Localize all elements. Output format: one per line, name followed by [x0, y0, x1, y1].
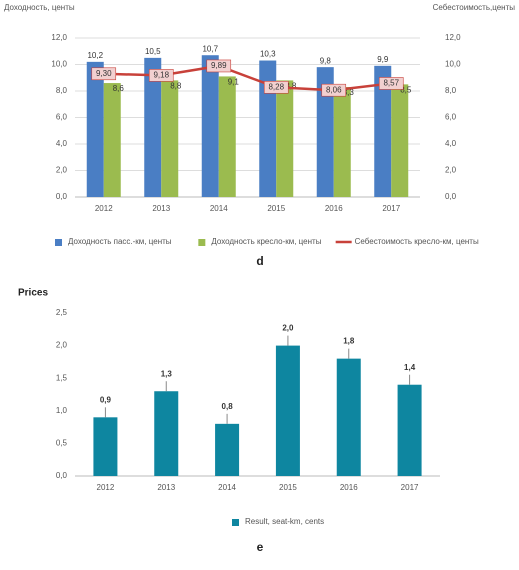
x-tick-label: 2016 [325, 204, 343, 213]
bar [201, 55, 219, 197]
x-tick-label: 2013 [157, 483, 175, 492]
bar [336, 358, 361, 476]
y-tick-label: 8,0 [56, 86, 68, 95]
bar [103, 83, 121, 197]
bar [161, 80, 179, 197]
value-label: 8,06 [326, 85, 342, 94]
bar [333, 87, 351, 197]
y2-tick-label: 8,0 [445, 86, 457, 95]
y2-tick-label: 12,0 [445, 33, 461, 42]
legend-label: Доходность пасс.-км, центы [68, 237, 172, 246]
value-label: 10,7 [202, 44, 218, 53]
value-label: 1,3 [161, 369, 173, 378]
y-axis-title: Доходность, центы [4, 3, 75, 12]
legend-swatch [198, 239, 206, 246]
bar [397, 384, 422, 476]
x-tick-label: 2012 [97, 483, 115, 492]
y-tick-label: 0,0 [56, 471, 68, 480]
label-box [378, 77, 404, 90]
legend-swatch [55, 239, 62, 246]
value-label: 9,89 [211, 61, 227, 70]
value-label: 10,5 [145, 47, 161, 56]
y2-tick-label: 2,0 [445, 166, 457, 175]
bar [275, 345, 300, 476]
bar [316, 67, 334, 198]
x-tick-label: 2013 [152, 204, 170, 213]
y-tick-label: 10,0 [51, 60, 67, 69]
value-label: 0,9 [100, 395, 112, 404]
label-box [263, 80, 289, 94]
x-tick-label: 2017 [382, 204, 400, 213]
value-label: 8,8 [285, 82, 297, 91]
value-label: 8,3 [343, 88, 355, 97]
caption: e [257, 540, 264, 554]
value-label: 1,4 [404, 363, 416, 372]
y-tick-label: 2,0 [56, 341, 68, 350]
value-label: 8,8 [170, 82, 182, 91]
bar [276, 80, 294, 197]
y2-tick-label: 0,0 [445, 192, 457, 201]
x-tick-label: 2017 [401, 483, 419, 492]
y2-axis-title: Себестоимость,центы [433, 3, 516, 12]
label-box [321, 83, 347, 97]
bar [391, 84, 409, 197]
value-label: 10,2 [87, 51, 103, 60]
legend-label: Доходность кресло-км, центы [211, 237, 321, 246]
x-tick-label: 2014 [218, 483, 236, 492]
value-label: 2,0 [282, 324, 294, 333]
label-box [148, 69, 174, 82]
bar [215, 423, 240, 476]
legend-label: Result, seat-km, cents [245, 517, 324, 526]
y-tick-label: 6,0 [56, 113, 68, 122]
x-tick-label: 2016 [340, 483, 358, 492]
y-tick-label: 1,0 [56, 406, 68, 415]
x-tick-label: 2014 [210, 204, 228, 213]
value-label: 9,1 [228, 78, 240, 87]
value-label: 10,3 [260, 50, 276, 59]
value-label: 9,8 [320, 56, 332, 65]
bar [154, 391, 179, 476]
bar [374, 65, 392, 197]
legend-label: Себестоимость кресло-км, центы [355, 237, 479, 246]
y-tick-label: 12,0 [51, 33, 67, 42]
y2-tick-label: 6,0 [445, 113, 457, 122]
y2-tick-label: 10,0 [445, 60, 461, 69]
y-tick-label: 4,0 [56, 139, 68, 148]
x-tick-label: 2015 [279, 483, 297, 492]
y-tick-label: 1,5 [56, 373, 68, 382]
bar [259, 60, 277, 198]
value-label: 8,5 [400, 85, 412, 94]
value-label: 8,28 [268, 82, 284, 91]
chart-title: Prices [18, 288, 48, 299]
y-tick-label: 2,5 [56, 308, 68, 317]
caption: d [256, 254, 263, 268]
bar [93, 417, 118, 476]
x-tick-label: 2012 [95, 204, 113, 213]
bar [218, 76, 236, 197]
legend-swatch [232, 519, 239, 526]
value-label: 8,57 [383, 79, 399, 88]
y2-tick-label: 4,0 [445, 139, 457, 148]
y-tick-label: 2,0 [56, 166, 68, 175]
value-label: 1,8 [343, 337, 355, 346]
value-label: 0,8 [222, 402, 234, 411]
y-tick-label: 0,5 [56, 439, 68, 448]
bar [144, 57, 162, 197]
value-label: 9,9 [377, 55, 389, 64]
value-label: 9,30 [96, 69, 112, 78]
x-tick-label: 2015 [267, 204, 285, 213]
bar [86, 61, 104, 197]
label-box [91, 67, 117, 81]
value-label: 8,6 [113, 84, 125, 93]
label-box [206, 59, 232, 73]
y-tick-label: 0,0 [56, 192, 68, 201]
value-label: 9,18 [153, 70, 169, 79]
